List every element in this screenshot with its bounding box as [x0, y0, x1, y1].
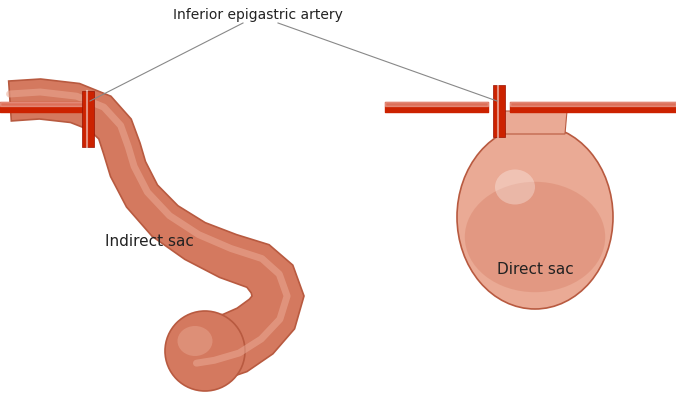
Bar [493, 86, 505, 138]
Ellipse shape [495, 170, 535, 205]
Ellipse shape [457, 126, 613, 309]
Ellipse shape [465, 182, 605, 292]
Text: Inferior epigastric artery: Inferior epigastric artery [173, 8, 343, 22]
Ellipse shape [178, 326, 212, 356]
Bar [82, 92, 94, 148]
Text: Direct sac: Direct sac [497, 262, 573, 277]
Ellipse shape [165, 311, 245, 391]
Text: Indirect sac: Indirect sac [105, 234, 194, 249]
Polygon shape [9, 80, 304, 386]
Polygon shape [503, 112, 567, 135]
